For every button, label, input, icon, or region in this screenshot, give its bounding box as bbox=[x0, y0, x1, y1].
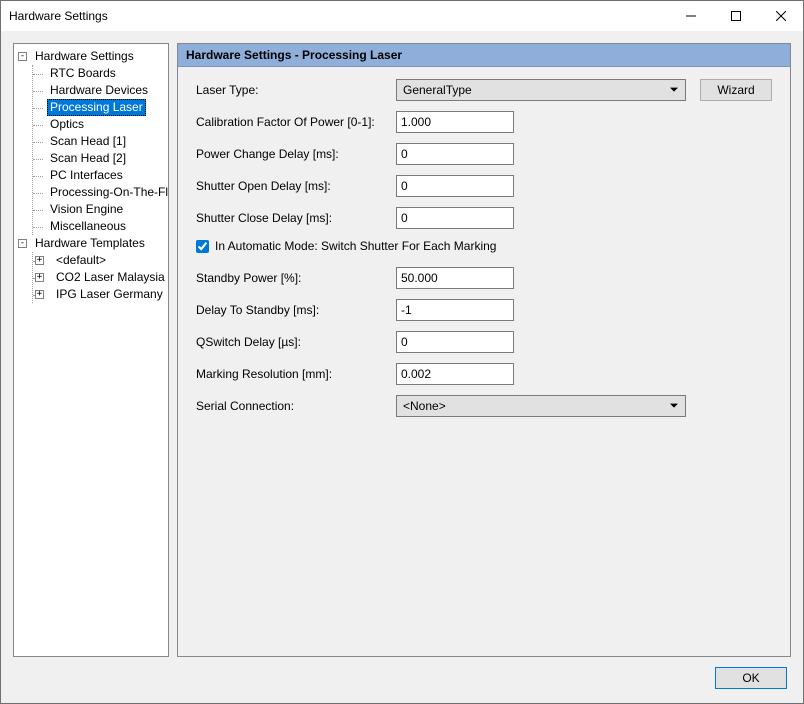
tree-label[interactable]: <default> bbox=[53, 252, 109, 269]
window: Hardware Settings - Hardware Settings bbox=[0, 0, 804, 704]
row-shutter-close: Shutter Close Delay [ms]: bbox=[196, 207, 772, 229]
tree-node[interactable]: + IPG Laser Germany bbox=[33, 286, 164, 303]
client-area: - Hardware Settings RTC BoardsHardware D… bbox=[1, 31, 803, 703]
label-shutter-close: Shutter Close Delay [ms]: bbox=[196, 211, 396, 225]
tree-node[interactable]: Scan Head [2] bbox=[33, 150, 164, 167]
tree-label[interactable]: Optics bbox=[47, 116, 87, 133]
tree-node[interactable]: Scan Head [1] bbox=[33, 133, 164, 150]
tree-node-hardware-templates[interactable]: - Hardware Templates + <default>+CO2 Lase… bbox=[18, 235, 164, 303]
row-serial: Serial Connection: <None> bbox=[196, 395, 772, 417]
tree-label[interactable]: Miscellaneous bbox=[47, 218, 129, 235]
tree-node[interactable]: + <default> bbox=[33, 252, 164, 269]
input-delay-standby[interactable] bbox=[396, 299, 514, 321]
tree-label[interactable]: Hardware Devices bbox=[47, 82, 151, 99]
input-mark-res[interactable] bbox=[396, 363, 514, 385]
panel-header: Hardware Settings - Processing Laser bbox=[178, 44, 790, 67]
titlebar: Hardware Settings bbox=[1, 1, 803, 31]
tree-label[interactable]: RTC Boards bbox=[47, 65, 119, 82]
wizard-button[interactable]: Wizard bbox=[700, 79, 772, 101]
content-panel: Hardware Settings - Processing Laser Las… bbox=[177, 43, 791, 657]
plus-icon[interactable]: + bbox=[35, 273, 44, 282]
tree-node-hardware-settings[interactable]: - Hardware Settings RTC BoardsHardware D… bbox=[18, 48, 164, 235]
minus-icon[interactable]: - bbox=[18, 52, 27, 61]
select-value: <None> bbox=[403, 399, 446, 413]
tree-node[interactable]: Processing-On-The-Fly bbox=[33, 184, 164, 201]
input-power-delay[interactable] bbox=[396, 143, 514, 165]
tree-label[interactable]: IPG Laser Germany bbox=[53, 286, 166, 303]
input-shutter-open[interactable] bbox=[396, 175, 514, 197]
label-delay-standby: Delay To Standby [ms]: bbox=[196, 303, 396, 317]
tree-node[interactable]: PC Interfaces bbox=[33, 167, 164, 184]
window-title: Hardware Settings bbox=[9, 9, 668, 23]
footer: OK bbox=[13, 657, 791, 691]
tree-node[interactable]: Processing Laser bbox=[33, 99, 164, 116]
row-auto-mode: In Automatic Mode: Switch Shutter For Ea… bbox=[196, 239, 772, 253]
label-calib: Calibration Factor Of Power [0-1]: bbox=[196, 115, 396, 129]
input-shutter-close[interactable] bbox=[396, 207, 514, 229]
row-delay-standby: Delay To Standby [ms]: bbox=[196, 299, 772, 321]
tree-label[interactable]: CO2 Laser Malaysia bbox=[53, 269, 168, 286]
plus-icon[interactable]: + bbox=[35, 256, 44, 265]
row-standby: Standby Power [%]: bbox=[196, 267, 772, 289]
select-laser-type[interactable]: GeneralType bbox=[396, 79, 686, 101]
tree-label[interactable]: Hardware Settings bbox=[32, 48, 137, 65]
label-serial: Serial Connection: bbox=[196, 399, 396, 413]
tree-node[interactable]: Vision Engine bbox=[33, 201, 164, 218]
tree-node[interactable]: Optics bbox=[33, 116, 164, 133]
label-auto-mode[interactable]: In Automatic Mode: Switch Shutter For Ea… bbox=[215, 239, 496, 253]
input-standby[interactable] bbox=[396, 267, 514, 289]
panels: - Hardware Settings RTC BoardsHardware D… bbox=[13, 43, 791, 657]
tree-node[interactable]: Hardware Devices bbox=[33, 82, 164, 99]
tree: - Hardware Settings RTC BoardsHardware D… bbox=[18, 48, 164, 303]
label-qswitch: QSwitch Delay [µs]: bbox=[196, 335, 396, 349]
tree-label[interactable]: Vision Engine bbox=[47, 201, 126, 218]
row-mark-res: Marking Resolution [mm]: bbox=[196, 363, 772, 385]
select-value: GeneralType bbox=[403, 83, 472, 97]
tree-label[interactable]: PC Interfaces bbox=[47, 167, 126, 184]
label-laser-type: Laser Type: bbox=[196, 83, 396, 97]
tree-label[interactable]: Hardware Templates bbox=[32, 235, 148, 252]
checkbox-auto-mode[interactable] bbox=[196, 240, 209, 253]
row-calib: Calibration Factor Of Power [0-1]: bbox=[196, 111, 772, 133]
tree-node[interactable]: Miscellaneous bbox=[33, 218, 164, 235]
tree-node[interactable]: RTC Boards bbox=[33, 65, 164, 82]
minus-icon[interactable]: - bbox=[18, 239, 27, 248]
tree-label[interactable]: Scan Head [2] bbox=[47, 150, 129, 167]
maximize-button[interactable] bbox=[713, 1, 758, 31]
row-laser-type: Laser Type: GeneralType Wizard bbox=[196, 79, 772, 101]
plus-icon[interactable]: + bbox=[35, 290, 44, 299]
close-button[interactable] bbox=[758, 1, 803, 31]
label-standby: Standby Power [%]: bbox=[196, 271, 396, 285]
select-serial[interactable]: <None> bbox=[396, 395, 686, 417]
panel-body: Laser Type: GeneralType Wizard Calibrati… bbox=[178, 67, 790, 656]
row-power-delay: Power Change Delay [ms]: bbox=[196, 143, 772, 165]
row-shutter-open: Shutter Open Delay [ms]: bbox=[196, 175, 772, 197]
tree-label[interactable]: Processing-On-The-Fly bbox=[47, 184, 169, 201]
titlebar-buttons bbox=[668, 1, 803, 31]
minimize-button[interactable] bbox=[668, 1, 713, 31]
label-power-delay: Power Change Delay [ms]: bbox=[196, 147, 396, 161]
input-calib[interactable] bbox=[396, 111, 514, 133]
label-shutter-open: Shutter Open Delay [ms]: bbox=[196, 179, 396, 193]
row-qswitch: QSwitch Delay [µs]: bbox=[196, 331, 772, 353]
tree-panel: - Hardware Settings RTC BoardsHardware D… bbox=[13, 43, 169, 657]
ok-button[interactable]: OK bbox=[715, 667, 787, 689]
tree-label[interactable]: Scan Head [1] bbox=[47, 133, 129, 150]
label-mark-res: Marking Resolution [mm]: bbox=[196, 367, 396, 381]
tree-node[interactable]: +CO2 Laser Malaysia bbox=[33, 269, 164, 286]
tree-label[interactable]: Processing Laser bbox=[47, 99, 146, 116]
input-qswitch[interactable] bbox=[396, 331, 514, 353]
